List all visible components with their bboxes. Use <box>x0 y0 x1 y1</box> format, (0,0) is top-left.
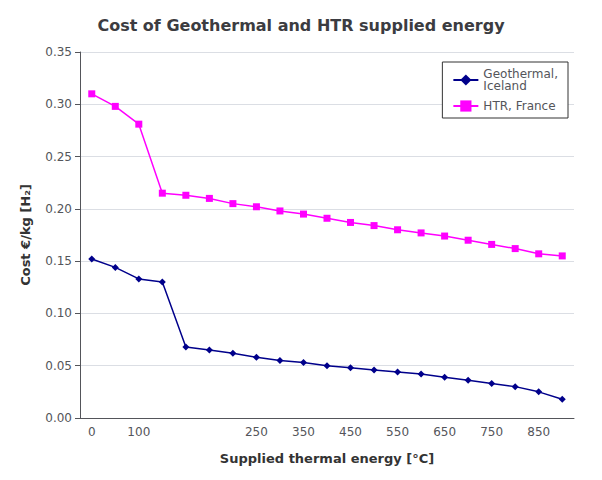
svg-text:0: 0 <box>88 425 96 439</box>
svg-text:550: 550 <box>386 425 409 439</box>
svg-text:0.25: 0.25 <box>45 150 72 164</box>
svg-text:0.30: 0.30 <box>45 97 72 111</box>
svg-text:100: 100 <box>127 425 150 439</box>
svg-text:450: 450 <box>339 425 362 439</box>
svg-text:Cost €/kg [H₂]: Cost €/kg [H₂] <box>18 184 33 286</box>
svg-text:650: 650 <box>433 425 456 439</box>
svg-text:250: 250 <box>245 425 268 439</box>
svg-text:Iceland: Iceland <box>483 79 526 93</box>
svg-text:0.10: 0.10 <box>45 306 72 320</box>
svg-text:0.00: 0.00 <box>45 411 72 425</box>
svg-text:0.05: 0.05 <box>45 359 72 373</box>
svg-text:0.20: 0.20 <box>45 202 72 216</box>
svg-text:350: 350 <box>292 425 315 439</box>
svg-text:750: 750 <box>480 425 503 439</box>
svg-text:Cost of Geothermal and HTR sup: Cost of Geothermal and HTR supplied ener… <box>97 16 505 35</box>
svg-text:Geothermal,: Geothermal, <box>483 67 558 81</box>
svg-text:0.15: 0.15 <box>45 254 72 268</box>
svg-text:Supplied thermal energy [°C]: Supplied thermal energy [°C] <box>220 451 434 466</box>
svg-text:0.35: 0.35 <box>45 45 72 59</box>
svg-text:HTR, France: HTR, France <box>483 99 555 113</box>
svg-text:850: 850 <box>527 425 550 439</box>
